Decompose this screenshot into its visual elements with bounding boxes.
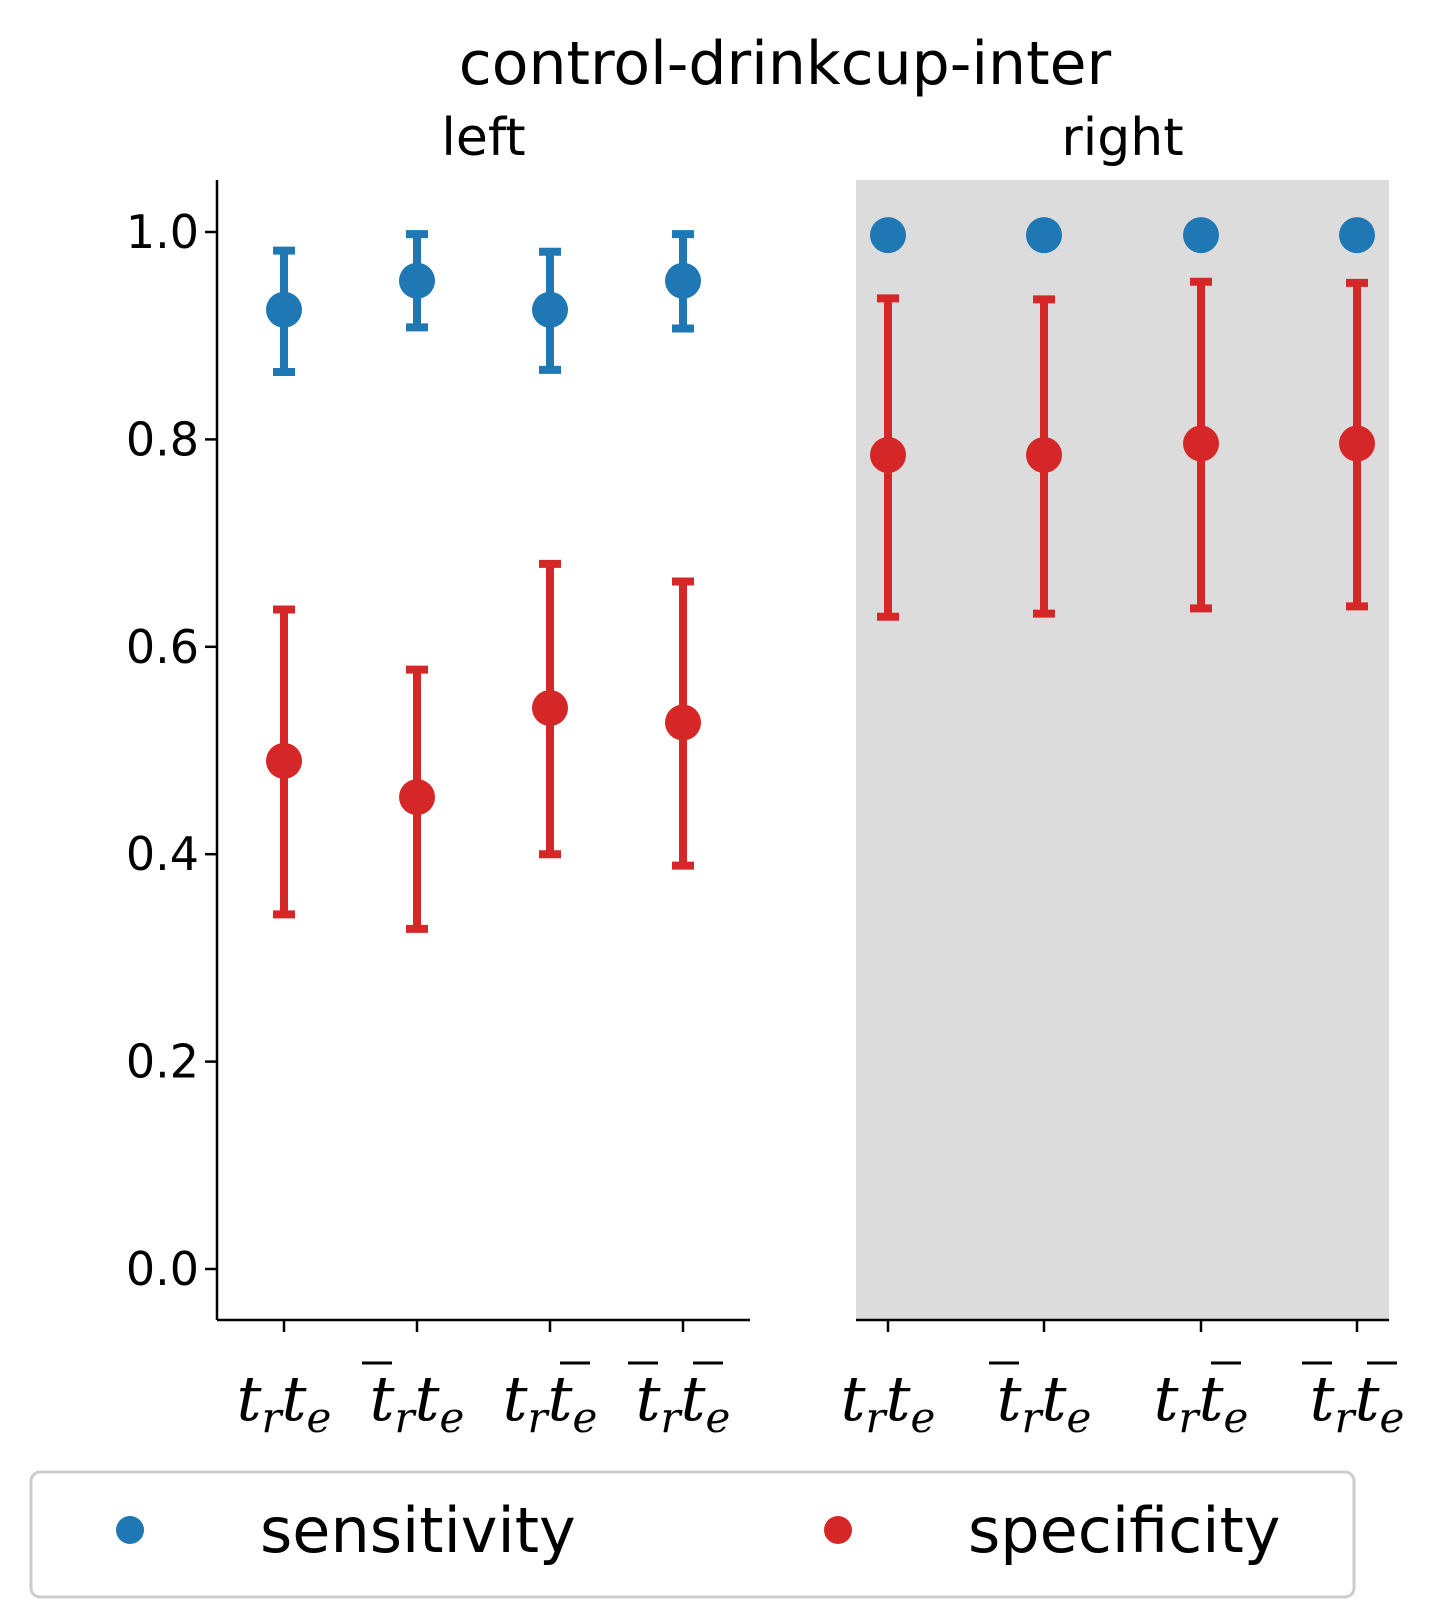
x-tick-label: trte: [237, 1362, 332, 1442]
point-specificity: [532, 689, 568, 726]
y-tick-label: 0.2: [126, 1035, 199, 1089]
point-specificity: [1026, 436, 1062, 473]
point-sensitivity: [399, 262, 435, 299]
y-tick-label: 0.6: [126, 620, 199, 674]
point-sensitivity: [1339, 217, 1375, 254]
y-tick-label: 0.8: [126, 412, 199, 466]
point-specificity: [399, 779, 435, 816]
x-tick-label: trte: [1154, 1362, 1249, 1442]
point-specificity: [870, 436, 906, 473]
legend-frame: [29, 1470, 1356, 1599]
legend-label-specificity: specificity: [968, 1494, 1280, 1567]
point-specificity: [1339, 425, 1375, 462]
panel-title-left: left: [441, 108, 525, 168]
panel-background-right: [856, 180, 1389, 1320]
x-tick-label: trte: [370, 1362, 465, 1442]
point-sensitivity: [532, 291, 568, 328]
legend-label-sensitivity: sensitivity: [260, 1494, 576, 1567]
chart-title: control-drinkcup-inter: [459, 29, 1112, 99]
legend-marker-sensitivity: [116, 1516, 144, 1544]
panel-left: left 0.0 0.2 0.4 0.6 0.8 1.0 trte trte trte trte: [126, 108, 750, 1442]
y-tick-label: 0.0: [126, 1242, 199, 1296]
point-sensitivity: [870, 217, 906, 254]
x-tick-label: trte: [1310, 1362, 1405, 1442]
point-sensitivity: [665, 262, 701, 299]
legend-marker-specificity: [824, 1516, 852, 1544]
point-sensitivity: [1183, 217, 1219, 254]
point-specificity: [665, 704, 701, 741]
panel-background-left: [217, 180, 750, 1320]
point-specificity: [1183, 425, 1219, 462]
legend: sensitivity specificity: [29, 1470, 1356, 1599]
point-specificity: [266, 742, 302, 779]
panel-title-right: right: [1061, 108, 1183, 168]
point-sensitivity: [1026, 217, 1062, 254]
x-tick-label: trte: [997, 1362, 1092, 1442]
x-tick-label: trte: [503, 1362, 598, 1442]
panel-right: right trte trte trte trte: [841, 108, 1405, 1442]
point-sensitivity: [266, 291, 302, 328]
x-tick-label: trte: [841, 1362, 936, 1442]
y-tick-label: 0.4: [126, 827, 199, 881]
x-tick-label: trte: [636, 1362, 731, 1442]
y-tick-label: 1.0: [126, 205, 199, 259]
